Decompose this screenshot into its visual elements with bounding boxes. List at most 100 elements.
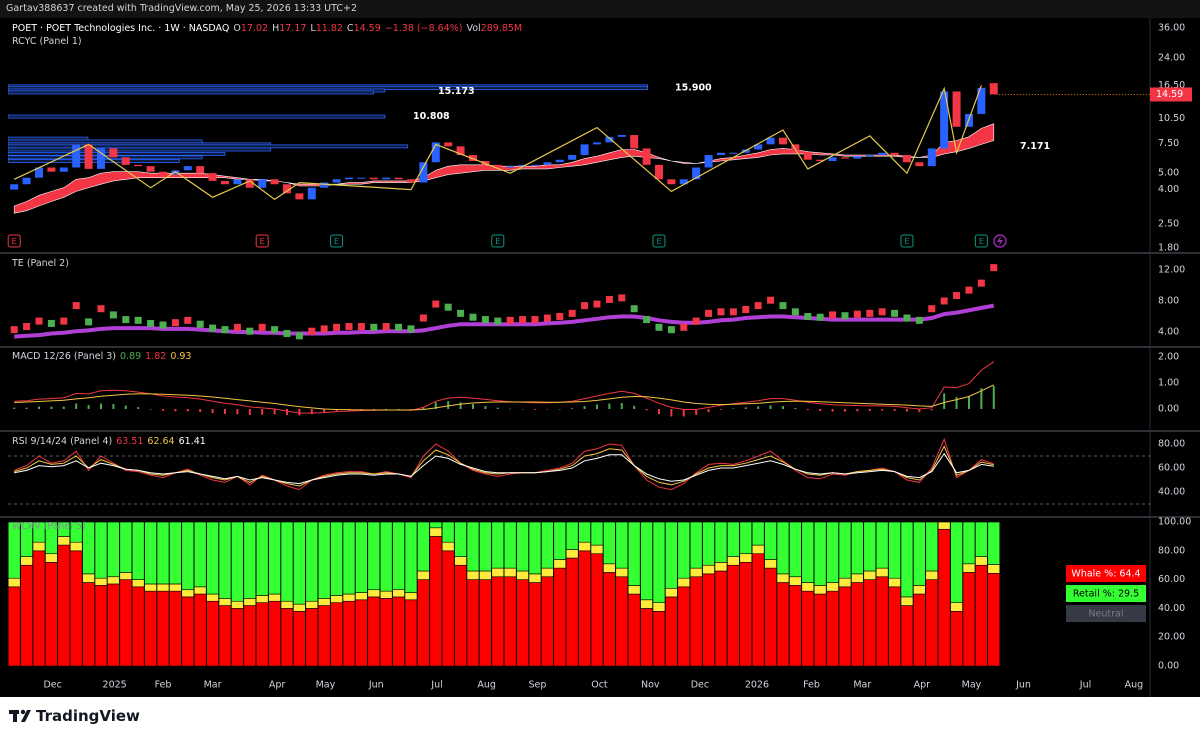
signal-box (271, 326, 279, 334)
stacked-bar (342, 600, 356, 667)
signal-box (357, 323, 365, 331)
stacked-bar (764, 567, 777, 667)
histogram-bar (236, 408, 239, 415)
histogram-bar (905, 408, 908, 412)
value-tag-label: Neutral (1088, 609, 1123, 620)
signal-box (903, 314, 911, 322)
stacked-bar (280, 521, 294, 602)
stacked-bar (441, 521, 455, 543)
x-tick-label: Apr (269, 680, 286, 691)
panel: 15.900 15.173 10.808 7.171 (8, 83, 1050, 214)
stacked-bar (813, 593, 827, 667)
stacked-bar (838, 521, 852, 579)
panel (10, 264, 998, 340)
stacked-bar (677, 577, 691, 588)
earnings-marker (7, 234, 21, 248)
stacked-bar (466, 570, 480, 580)
earnings-marker (330, 234, 344, 248)
candle (171, 170, 180, 175)
candle (493, 164, 502, 168)
histogram-bar (385, 408, 388, 410)
candle (344, 177, 353, 180)
histogram-bar (670, 408, 673, 417)
stacked-bar (355, 521, 368, 593)
stacked-bar (392, 521, 405, 591)
stacked-bar (119, 572, 133, 580)
zigzag (13, 85, 982, 201)
signal-box (159, 321, 167, 329)
stacked-bar (925, 579, 939, 667)
y-tick-label: 100.00 (1158, 517, 1191, 528)
y-tick-label: 16.50 (1158, 80, 1185, 91)
y-tick-label: 0.00 (1158, 661, 1179, 672)
stacked-bar (565, 557, 579, 667)
stacked-bar (851, 573, 864, 583)
signal-box (233, 323, 241, 331)
y-tick-label: 80.00 (1158, 439, 1185, 450)
stacked-bar (280, 600, 294, 609)
stacked-bar (640, 608, 653, 667)
candle (816, 159, 825, 161)
candle (952, 91, 961, 127)
histogram-bar (310, 408, 313, 415)
candle (977, 87, 986, 114)
stacked-bar (516, 579, 529, 667)
panel (8, 521, 1001, 667)
stacked-bar (913, 521, 926, 586)
stacked-bar (218, 521, 232, 599)
signal-box (556, 312, 564, 320)
candle (630, 135, 639, 149)
histogram-bar (25, 407, 28, 409)
stacked-bar (293, 603, 306, 612)
candle (940, 91, 949, 149)
stacked-bar (702, 521, 715, 566)
series-line (14, 384, 995, 411)
signal-box (407, 325, 415, 333)
histogram-bar (781, 406, 784, 409)
earnings-marker (255, 234, 269, 248)
candle (568, 155, 577, 160)
histogram-bar (955, 397, 958, 409)
last-price-tag (1150, 87, 1192, 102)
stacked-bar (317, 521, 331, 599)
change: −1.38 (−8.64%) (384, 23, 463, 34)
signal-box (345, 323, 353, 331)
earnings-marker (491, 234, 505, 248)
candle (109, 148, 118, 158)
stacked-bar (900, 596, 914, 606)
histogram-bar (881, 408, 884, 411)
signal-box (543, 314, 551, 322)
stacked-bar (665, 596, 678, 667)
stacked-bar (776, 582, 790, 667)
stacked-bar (950, 602, 963, 612)
stacked-bar (94, 577, 108, 586)
signal-box (295, 332, 303, 340)
stacked-bar (987, 572, 1001, 667)
value-tag (1066, 605, 1146, 622)
candle (419, 162, 428, 183)
histogram-bar (124, 405, 127, 409)
volume-profile-row (8, 144, 409, 149)
stacked-bar (169, 583, 182, 592)
histogram-bar (930, 408, 933, 411)
candle (878, 152, 887, 156)
histogram-bar (13, 407, 16, 409)
stacked-bar (355, 599, 368, 667)
stacked-bar (962, 572, 976, 667)
earnings-label: E (12, 237, 17, 246)
stacked-bar (615, 521, 629, 569)
stacked-bar (280, 608, 294, 667)
signal-box (965, 286, 973, 294)
histogram-bar (248, 408, 251, 415)
stacked-bar (987, 521, 1001, 565)
candle (72, 144, 81, 168)
ohlc-label: O (233, 23, 241, 34)
candle (96, 148, 105, 169)
candle (766, 137, 775, 145)
y-tick-label: 1.00 (1158, 378, 1179, 389)
level-label: 7.171 (1020, 141, 1050, 152)
stacked-bar (466, 579, 480, 667)
x-tick-label: 2025 (103, 680, 127, 691)
histogram-bar (397, 408, 400, 410)
y-tick-label: 60.00 (1158, 463, 1185, 474)
